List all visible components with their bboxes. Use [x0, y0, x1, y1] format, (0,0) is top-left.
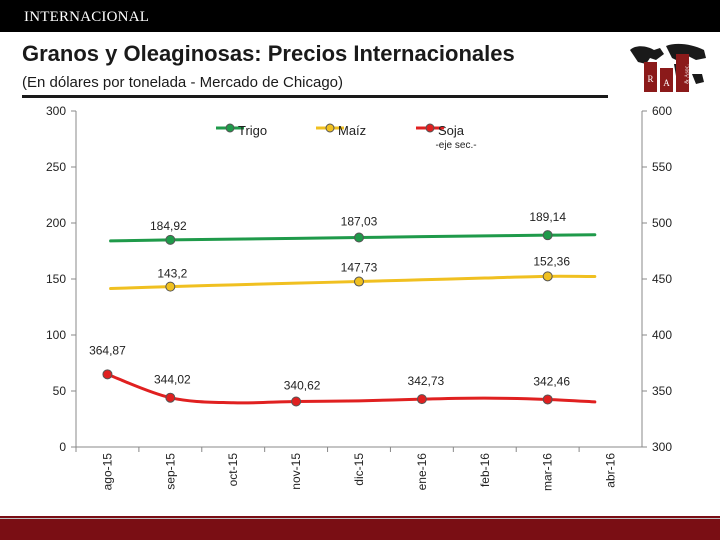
x-tick-label: mar-16 — [541, 453, 555, 491]
y-left-tick-label: 50 — [53, 384, 67, 398]
data-label-trigo: 189,14 — [529, 210, 566, 224]
series-line-soja — [105, 372, 597, 405]
data-point-maiz — [165, 281, 176, 292]
y-left-tick-label: 250 — [46, 160, 66, 174]
data-point-maiz — [542, 271, 553, 282]
data-label-soja: 364,87 — [89, 343, 126, 357]
y-left-tick-label: 0 — [59, 440, 66, 454]
legend-note-soja: -eje sec.- — [435, 140, 476, 151]
data-label-maiz: 147,73 — [341, 261, 378, 275]
data-point-trigo — [354, 232, 364, 243]
page-title: Granos y Oleaginosas: Precios Internacio… — [22, 41, 515, 66]
data-label-trigo: 184,92 — [150, 219, 187, 233]
title-rule — [22, 95, 608, 98]
page-subtitle: (En dólares por tonelada - Mercado de Ch… — [22, 74, 344, 91]
bottom-bar — [0, 516, 720, 540]
data-point-soja — [416, 394, 427, 405]
series-line-trigo — [109, 233, 597, 243]
data-point-soja — [291, 396, 302, 407]
legend-label-trigo: Trigo — [238, 123, 267, 138]
data-label-soja: 340,62 — [284, 379, 321, 393]
legend-marker-soja — [425, 123, 435, 133]
data-point-trigo — [165, 234, 176, 245]
x-tick-label: feb-16 — [478, 453, 492, 487]
data-point-trigo — [542, 230, 553, 241]
logo-letter-a: A — [663, 78, 670, 88]
y-left-tick-label: 100 — [46, 328, 66, 342]
data-point-maiz — [354, 276, 364, 287]
y-right-tick-label: 300 — [652, 440, 672, 454]
x-tick-label: dic-15 — [352, 453, 366, 486]
x-tick-label: oct-15 — [226, 453, 240, 487]
y-left-tick-label: 300 — [46, 104, 66, 118]
y-right-tick-label: 600 — [652, 104, 672, 118]
x-tick-label: sep-15 — [163, 453, 177, 490]
legend-label-soja: Soja — [438, 123, 465, 138]
data-point-soja — [542, 394, 553, 405]
data-point-soja — [165, 392, 176, 403]
legend-marker-trigo — [225, 123, 235, 133]
x-tick-label: ene-16 — [415, 453, 429, 491]
data-label-soja: 342,73 — [408, 374, 445, 388]
section-label: INTERNACIONAL — [24, 9, 150, 25]
y-right-tick-label: 500 — [652, 216, 672, 230]
top-bar: INTERNACIONAL — [0, 0, 720, 32]
logo-letter-r: R — [647, 74, 653, 84]
data-label-soja: 342,46 — [533, 374, 570, 388]
data-label-maiz: 152,36 — [533, 254, 570, 268]
y-right-tick-label: 550 — [652, 160, 672, 174]
x-tick-label: abr-16 — [604, 453, 618, 488]
data-point-soja — [102, 369, 113, 380]
logo-letter-asoc: & Asoc. — [685, 64, 691, 84]
data-label-trigo: 187,03 — [341, 215, 378, 229]
x-tick-label: nov-15 — [289, 453, 303, 490]
legend-label-maiz: Maíz — [338, 123, 366, 138]
data-label-maiz: 143,2 — [157, 267, 187, 281]
y-left-tick-label: 200 — [46, 216, 66, 230]
y-right-tick-label: 350 — [652, 384, 672, 398]
y-right-tick-label: 450 — [652, 272, 672, 286]
legend-marker-maiz — [325, 123, 335, 133]
x-tick-label: ago-15 — [100, 453, 114, 491]
y-left-tick-label: 150 — [46, 272, 66, 286]
company-logo: R A & Asoc. — [630, 43, 706, 92]
y-right-tick-label: 400 — [652, 328, 672, 342]
data-label-soja: 344,02 — [154, 373, 191, 387]
